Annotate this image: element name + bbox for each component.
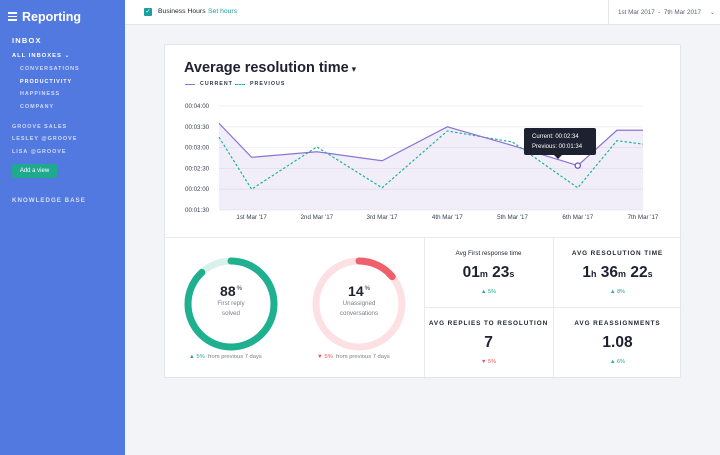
stat-value: 1.08 <box>602 334 633 351</box>
divider <box>424 237 425 379</box>
unassigned-label: Unassigned conversations <box>339 300 379 317</box>
stat-value: 1h 36m 22s <box>582 264 653 281</box>
stat-reassignments: AVG REASSIGNMENTS 1.08 ▲ 6% <box>553 320 682 365</box>
x-tick-label: 6th Mar '17 <box>562 214 593 221</box>
y-tick-label: 00:03:30 <box>185 124 210 131</box>
date-range-text: 1st Mar 2017 - 7th Mar 2017 <box>618 9 701 16</box>
y-tick-label: 00:02:30 <box>185 165 210 172</box>
chevron-down-icon: ⌄ <box>64 53 71 59</box>
tooltip-current: Current: 00:02:34 <box>532 134 579 140</box>
current-series-line <box>218 122 643 167</box>
top-bar: ✓ Business Hours Set hours 1st Mar 2017 … <box>125 0 720 25</box>
x-tick-label: 2nd Mar '17 <box>301 214 334 221</box>
check-icon: ✓ <box>145 9 151 15</box>
nav-conversations[interactable]: CONVERSATIONS <box>20 66 80 72</box>
previous-series-line <box>218 130 644 191</box>
add-view-button[interactable]: Add a view <box>12 164 57 178</box>
y-tick-label: 00:04:00 <box>185 103 210 110</box>
business-hours-checkbox[interactable]: ✓ <box>144 8 152 16</box>
report-card: Average resolution time ▾ CURRENT PREVIOU… <box>164 44 682 379</box>
nav-knowledge-base[interactable]: KNOWLEDGE BASE <box>12 197 86 204</box>
nav-happiness[interactable]: HAPPINESS <box>20 91 61 97</box>
legend-previous: PREVIOUS <box>235 81 285 87</box>
x-tick-label: 3rd Mar '17 <box>367 214 399 221</box>
x-tick-label: 7th Mar '17 <box>628 214 659 221</box>
stat-value: 7 <box>484 334 493 351</box>
stat-change: ▼ 5% <box>481 359 496 365</box>
nav-lesley-groove[interactable]: LESLEY @GROOVE <box>12 136 78 142</box>
legend-current: CURRENT <box>185 81 233 87</box>
hover-point <box>574 162 582 169</box>
arrow-up-icon: ▲ <box>189 354 195 360</box>
stat-replies-to-resolution: AVG REPLIES TO RESOLUTION 7 ▼ 5% <box>424 320 553 365</box>
stat-label: AVG REASSIGNMENTS <box>574 320 661 327</box>
first-reply-label: First reply solved <box>217 300 245 317</box>
divider <box>424 307 682 308</box>
x-tick-label: 4th Mar '17 <box>432 214 463 221</box>
y-tick-label: 00:02:00 <box>185 186 210 193</box>
nav-all-inboxes[interactable]: ALL INBOXES ⌄ <box>12 53 71 59</box>
stat-resolution-time: AVG RESOLUTION TIME 1h 36m 22s ▲ 8% <box>553 250 682 295</box>
unassigned-value: 14% <box>348 283 370 299</box>
sidebar: Reporting INBOX ALL INBOXES ⌄ CONVERSATI… <box>0 0 125 455</box>
divider <box>165 237 682 238</box>
stat-change: ▲ 6% <box>610 359 625 365</box>
first-reply-ring <box>184 257 278 351</box>
nav-inbox[interactable]: INBOX <box>12 36 42 45</box>
menu-icon[interactable] <box>8 10 17 23</box>
unassigned-change: ▼ 5% from previous 7 days <box>317 354 390 360</box>
current-area <box>219 123 643 210</box>
stat-change: ▲ 5% <box>481 289 496 295</box>
business-hours-label: Business Hours <box>158 8 206 15</box>
app-title: Reporting <box>22 9 82 24</box>
divider <box>553 237 554 379</box>
set-hours-link[interactable]: Set hours <box>208 8 238 15</box>
nav-company[interactable]: COMPANY <box>20 104 55 110</box>
chevron-down-icon: ⌄ <box>709 10 715 16</box>
first-reply-change: ▲ 5% from previous 7 days <box>189 354 262 360</box>
y-tick-label: 00:01:30 <box>185 207 210 214</box>
stat-label: AVG RESOLUTION TIME <box>571 250 664 257</box>
x-tick-label: 5th Mar '17 <box>497 214 528 221</box>
nav-lisa-groove[interactable]: LISA @GROOVE <box>12 149 67 155</box>
unassigned-ring <box>312 257 406 351</box>
stat-value: 01m 23s <box>462 264 515 281</box>
first-reply-value: 88% <box>220 283 242 299</box>
tooltip-previous: Previous: 00:01:34 <box>532 144 583 150</box>
date-range-picker[interactable]: 1st Mar 2017 - 7th Mar 2017 ⌄ <box>608 0 720 25</box>
chart-tooltip: Current: 00:02:34 Previous: 00:01:34 <box>524 128 596 159</box>
stat-first-response: Avg First response time 01m 23s ▲ 5% <box>424 250 553 295</box>
line-chart: 00:04:00 00:03:30 00:03:00 00:02:30 00:02:00… <box>185 103 659 221</box>
nav-productivity[interactable]: PRODUCTIVITY <box>20 79 73 85</box>
chart-title[interactable]: Average resolution time ▾ <box>184 60 357 76</box>
x-tick-label: 1st Mar '17 <box>236 214 267 221</box>
chevron-down-icon: ▾ <box>351 64 357 74</box>
stat-label: AVG REPLIES TO RESOLUTION <box>428 320 549 327</box>
stat-label: Avg First response time <box>455 250 522 257</box>
stat-change: ▲ 8% <box>610 289 625 295</box>
app-header: Reporting <box>0 0 125 33</box>
y-tick-label: 00:03:00 <box>185 145 210 152</box>
arrow-down-icon: ▼ <box>317 354 323 360</box>
nav-groove-sales[interactable]: GROOVE SALES <box>12 124 68 130</box>
